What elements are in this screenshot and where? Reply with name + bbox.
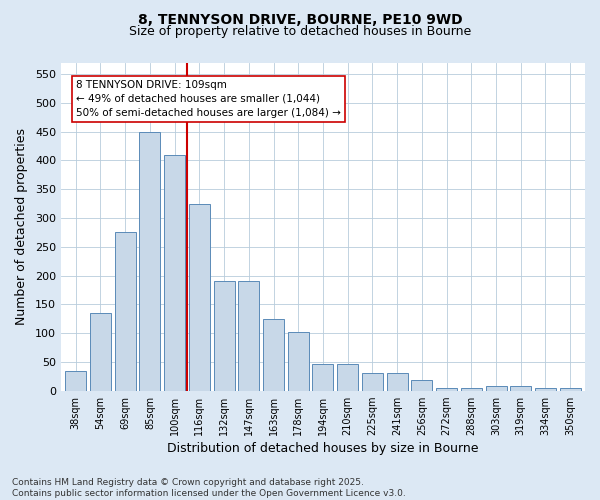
Bar bbox=[485, 386, 506, 390]
Bar bbox=[412, 380, 433, 390]
Bar bbox=[115, 232, 136, 390]
Bar bbox=[362, 374, 383, 390]
Bar bbox=[214, 282, 235, 391]
Bar bbox=[386, 374, 407, 390]
Bar bbox=[288, 332, 309, 390]
Bar bbox=[263, 318, 284, 390]
Bar bbox=[189, 204, 210, 390]
Bar bbox=[238, 282, 259, 391]
Text: 8, TENNYSON DRIVE, BOURNE, PE10 9WD: 8, TENNYSON DRIVE, BOURNE, PE10 9WD bbox=[137, 12, 463, 26]
Bar bbox=[337, 364, 358, 390]
Bar bbox=[510, 386, 531, 390]
Bar bbox=[436, 388, 457, 390]
Text: 8 TENNYSON DRIVE: 109sqm
← 49% of detached houses are smaller (1,044)
50% of sem: 8 TENNYSON DRIVE: 109sqm ← 49% of detach… bbox=[76, 80, 341, 118]
Bar bbox=[535, 388, 556, 390]
Bar bbox=[461, 388, 482, 390]
Text: Size of property relative to detached houses in Bourne: Size of property relative to detached ho… bbox=[129, 25, 471, 38]
Y-axis label: Number of detached properties: Number of detached properties bbox=[15, 128, 28, 325]
Bar bbox=[313, 364, 334, 390]
Bar bbox=[164, 154, 185, 390]
Bar bbox=[139, 132, 160, 390]
Bar bbox=[90, 313, 111, 390]
Bar bbox=[560, 388, 581, 390]
X-axis label: Distribution of detached houses by size in Bourne: Distribution of detached houses by size … bbox=[167, 442, 479, 455]
Bar bbox=[65, 370, 86, 390]
Text: Contains HM Land Registry data © Crown copyright and database right 2025.
Contai: Contains HM Land Registry data © Crown c… bbox=[12, 478, 406, 498]
